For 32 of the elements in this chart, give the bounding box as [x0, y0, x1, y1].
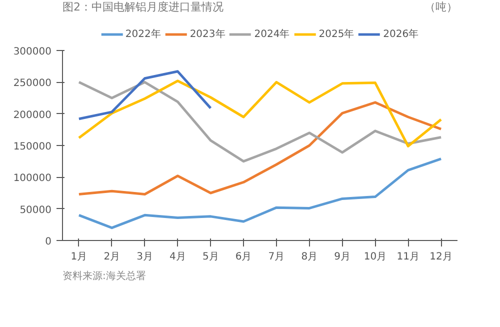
x-tick-label: 2月 — [104, 252, 120, 262]
line-series — [78, 80, 442, 148]
legend-label: 2026年 — [383, 28, 419, 41]
x-tick-label: 4月 — [170, 252, 186, 262]
x-tick-label: 3月 — [136, 252, 153, 262]
legend-label: 2023年 — [190, 28, 226, 41]
y-tick-label: 50000 — [20, 204, 52, 216]
y-tick-label: 300000 — [13, 46, 52, 58]
x-tick-label: 10月 — [364, 252, 387, 262]
line-series — [78, 80, 442, 163]
y-tick-label: 250000 — [13, 78, 52, 90]
legend-label: 2025年 — [318, 28, 354, 41]
x-tick-label: 1月 — [70, 252, 88, 262]
x-tick-label: 7月 — [268, 252, 285, 262]
y-tick-label: 100000 — [13, 173, 52, 184]
legend-label: 2022年 — [125, 28, 161, 41]
x-tick-label: 6月 — [235, 252, 252, 262]
x-tick-label: 8月 — [301, 252, 318, 262]
line-series — [78, 70, 212, 120]
y-tick-label: 150000 — [13, 142, 52, 152]
text: 资料来源:海关总署 — [62, 270, 146, 282]
x-tick-label: 11月 — [396, 252, 420, 262]
line-series — [78, 101, 442, 196]
legend-label: 2024年 — [254, 28, 290, 41]
y-axis-title: （吨） — [424, 0, 458, 14]
x-tick-label: 9月 — [334, 252, 350, 262]
line-series — [78, 158, 442, 230]
chart-title: 图2：中国电解铝月度进口量情况 — [62, 0, 224, 14]
x-tick-label: 12月 — [430, 252, 452, 262]
y-tick-label: 200000 — [13, 110, 52, 121]
x-tick-label: 5月 — [202, 252, 219, 262]
y-tick-label: 0 — [45, 236, 52, 248]
